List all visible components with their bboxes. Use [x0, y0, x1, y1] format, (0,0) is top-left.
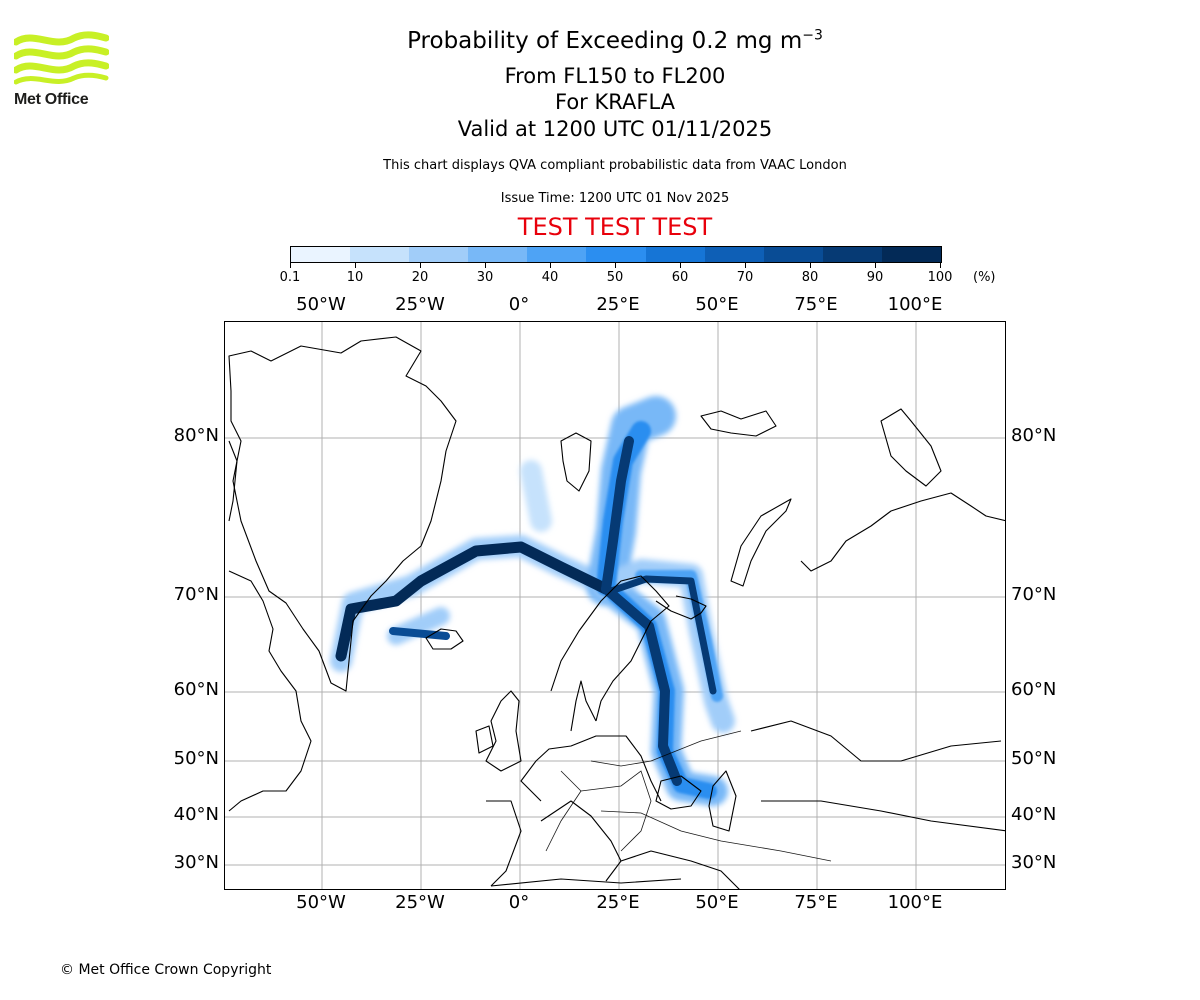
issue-time: Issue Time: 1200 UTC 01 Nov 2025	[500, 191, 730, 206]
valid-time: Valid at 1200 UTC 01/11/2025	[457, 117, 773, 141]
ash-plume	[330, 396, 735, 806]
colorbar-tick	[290, 263, 291, 268]
colorbar-tick	[485, 263, 486, 268]
colorbar-segment	[350, 247, 410, 262]
test-banner: TEST TEST TEST	[517, 213, 713, 241]
colorbar-tick-label: 40	[541, 270, 559, 285]
copyright-notice: © Met Office Crown Copyright	[60, 962, 272, 978]
colorbar-unit: (%)	[973, 270, 996, 285]
colorbar-segment	[763, 247, 823, 262]
longitude-label-top: 75°E	[794, 294, 838, 315]
colorbar-segment	[704, 247, 764, 262]
colorbar-tick	[550, 263, 551, 268]
coastlines	[228, 336, 1005, 889]
longitude-label-bottom: 0°	[508, 892, 530, 913]
logo-wordmark: Met Office	[14, 91, 89, 108]
colorbar-tick	[810, 263, 811, 268]
colorbar-segment	[645, 247, 705, 262]
colorbar-tick-label: 50	[606, 270, 624, 285]
qva-note: This chart displays QVA compliant probab…	[383, 158, 847, 173]
colorbar-tick	[680, 263, 681, 268]
colorbar-tick	[355, 263, 356, 268]
colorbar-tick-label: 80	[801, 270, 819, 285]
colorbar-tick	[420, 263, 421, 268]
colorbar-tick	[875, 263, 876, 268]
longitude-label-bottom: 25°W	[395, 892, 445, 913]
flight-level-range: From FL150 to FL200	[504, 64, 726, 88]
colorbar-tick	[940, 263, 941, 268]
met-office-logo-icon	[14, 31, 109, 85]
colorbar-tick	[615, 263, 616, 268]
colorbar-tick-label: 60	[671, 270, 689, 285]
colorbar-tick-label: 100	[927, 270, 953, 285]
title-text: Probability of Exceeding 0.2 mg m	[407, 28, 803, 54]
colorbar-tick-label: 90	[866, 270, 884, 285]
latitude-label-right: 70°N	[1011, 584, 1057, 605]
longitude-label-top: 50°E	[695, 294, 739, 315]
colorbar-segment	[586, 247, 646, 262]
longitude-label-top: 0°	[508, 294, 530, 315]
latitude-label-left: 30°N	[173, 852, 219, 873]
latitude-label-left: 60°N	[173, 679, 219, 700]
colorbar-segment	[409, 247, 469, 262]
colorbar-segment	[527, 247, 587, 262]
chart-title: Probability of Exceeding 0.2 mg m−3	[0, 28, 1200, 54]
volcano-name: For KRAFLA	[555, 90, 675, 114]
colorbar-tick-label: 0.1	[279, 270, 301, 285]
longitude-label-bottom: 75°E	[794, 892, 838, 913]
title-exponent: −3	[802, 27, 823, 44]
colorbar-segment	[822, 247, 882, 262]
colorbar-segment	[291, 247, 351, 262]
longitude-label-bottom: 25°E	[596, 892, 640, 913]
colorbar-segment	[468, 247, 528, 262]
latitude-label-right: 50°N	[1011, 748, 1057, 769]
colorbar-tick-label: 30	[476, 270, 494, 285]
longitude-label-top: 25°E	[596, 294, 640, 315]
longitude-label-top: 50°W	[296, 294, 346, 315]
latitude-label-left: 80°N	[173, 425, 219, 446]
colorbar-segment	[881, 247, 942, 262]
longitude-label-bottom: 50°W	[296, 892, 346, 913]
longitude-label-bottom: 50°E	[695, 892, 739, 913]
latitude-label-right: 60°N	[1011, 679, 1057, 700]
colorbar-tick-label: 70	[736, 270, 754, 285]
latitude-label-right: 80°N	[1011, 425, 1057, 446]
map-canvas	[225, 322, 1005, 889]
longitude-label-top: 100°E	[887, 294, 943, 315]
latitude-label-right: 30°N	[1011, 852, 1057, 873]
colorbar-tick-label: 20	[411, 270, 429, 285]
probability-colorbar	[290, 246, 942, 263]
ash-probability-map	[224, 321, 1006, 890]
country-borders	[545, 730, 832, 862]
latitude-label-right: 40°N	[1011, 804, 1057, 825]
latitude-label-left: 40°N	[173, 804, 219, 825]
longitude-label-bottom: 100°E	[887, 892, 943, 913]
longitude-label-top: 25°W	[395, 294, 445, 315]
latitude-label-left: 70°N	[173, 584, 219, 605]
latitude-label-left: 50°N	[173, 748, 219, 769]
colorbar-tick-label: 10	[346, 270, 364, 285]
colorbar-tick	[745, 263, 746, 268]
